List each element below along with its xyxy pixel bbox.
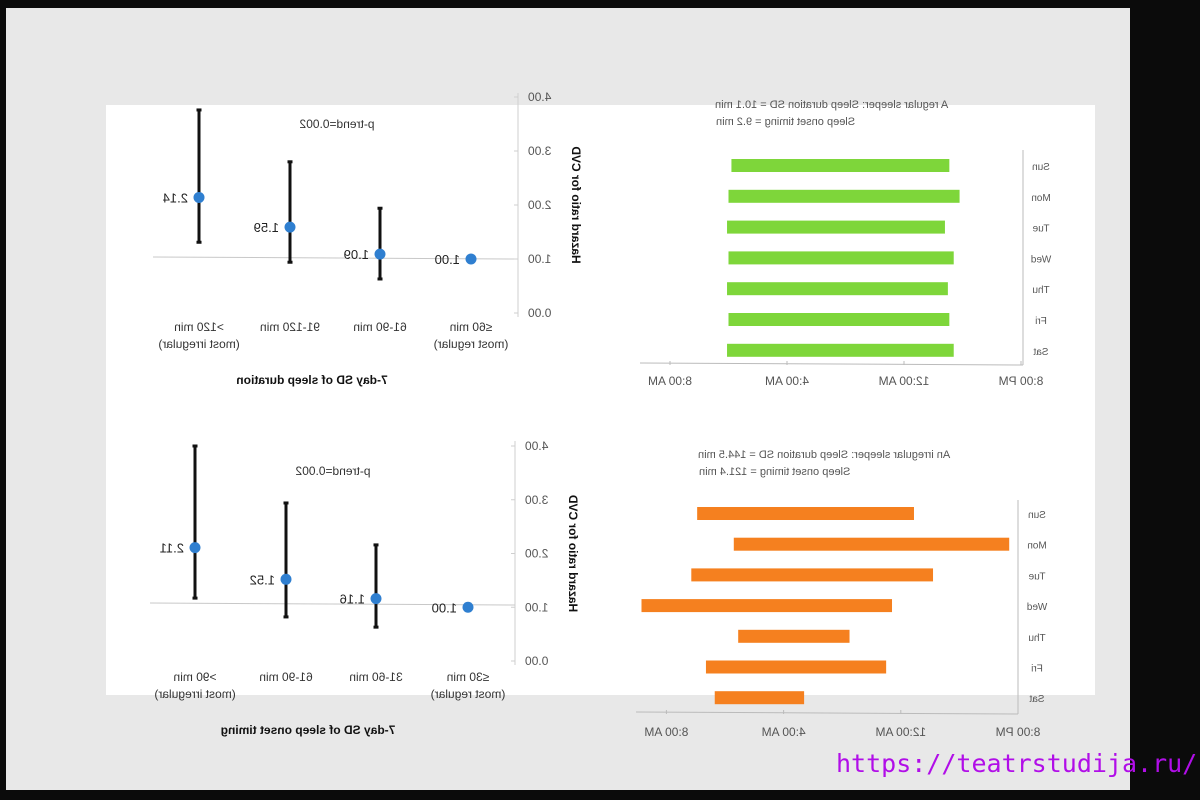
day-label: Thu [1032, 285, 1049, 296]
y-axis-title: Hazard ratio for CVD [569, 146, 583, 264]
y-tick-label: 1.00 [525, 600, 549, 614]
sleep-bar-mon [733, 537, 1010, 551]
y-tick-label: 2.00 [528, 198, 552, 212]
p-trend-annotation: p-trend=0.002 [295, 464, 370, 478]
white-panel [106, 105, 1095, 695]
hazard-ratio-label: 1.16 [340, 592, 365, 607]
x-axis-title: 7-day SD of sleep onset timing [221, 723, 396, 737]
category-label: ≤60 min [450, 320, 493, 334]
category-label: 61-90 min [259, 670, 312, 684]
y-tick-label: 3.00 [525, 493, 549, 507]
sleep-bar-thu [738, 629, 850, 643]
hazard-ratio-label: 1.52 [250, 572, 275, 587]
x-tick-label: 8:00 PM [996, 725, 1041, 739]
sleep-bar-sun [731, 159, 950, 172]
day-label: Sun [1028, 510, 1046, 521]
hazard-ratio-point [193, 191, 205, 203]
y-axis-title: Hazard ratio for CVD [566, 494, 580, 612]
sleep-bar-mon [728, 189, 960, 203]
x-axis-line [635, 711, 1019, 715]
y-tick-label: 2.00 [525, 547, 549, 561]
hazard-ratio-label: 2.11 [160, 541, 184, 556]
chart-title: A regular sleeper: Sleep duration SD = 1… [715, 99, 948, 111]
x-tick-label: 8:00 AM [644, 725, 688, 739]
y-tick-label: 0.00 [528, 306, 552, 320]
day-label: Wed [1031, 254, 1051, 265]
x-tick-label: 8:00 PM [999, 374, 1044, 388]
x-tick-label: 4:00 AM [765, 374, 809, 388]
sleep-bar-tue [727, 220, 945, 234]
day-label: Sat [1029, 694, 1044, 705]
chart-title: An irregular sleeper: Sleep duration SD … [698, 449, 950, 461]
mirrored-figure: 0.00 1.00 2.00 3.00 4.00 Hazard ratio for CVD… [149, 90, 1051, 739]
day-label: Wed [1027, 602, 1047, 613]
sleep-bar-tue [691, 568, 934, 582]
x-tick-label: 8:00 AM [648, 374, 692, 388]
forest-plot-0: 0.00 1.00 2.00 3.00 4.00 Hazard ratio for CVD… [152, 90, 583, 387]
hazard-ratio-point [374, 248, 386, 260]
x-axis-line [639, 362, 1024, 366]
sleep-bar-sun [697, 507, 914, 520]
forest-plot-1: 0.00 1.00 2.00 3.00 4.00 Hazard ratio for CVD… [149, 439, 580, 737]
watermark-url: https://teatrstudija.ru/ [836, 749, 1198, 778]
hazard-ratio-label: 1.09 [344, 247, 369, 262]
y-tick-label: 3.00 [528, 144, 552, 158]
category-label: 31-60 min [349, 670, 402, 684]
category-sublabel: (most regular) [434, 337, 509, 351]
hazard-ratio-label: 1.00 [435, 252, 460, 267]
day-label: Fri [1031, 664, 1043, 675]
y-tick-label: 4.00 [525, 439, 549, 453]
day-label: Mon [1031, 193, 1050, 204]
hazard-ratio-point [280, 573, 292, 585]
chart-subtitle: Sleep onset timing = 121.4 min [699, 466, 850, 478]
sleep-bar-fri [728, 313, 950, 326]
y-tick-label: 1.00 [528, 252, 552, 266]
category-label: >120 min [174, 320, 224, 334]
hazard-ratio-point [370, 593, 382, 605]
category-label: 91-120 min [260, 320, 320, 334]
sleep-bar-thu [727, 282, 948, 296]
category-sublabel: (most regular) [431, 687, 506, 701]
day-label: Thu [1028, 633, 1045, 644]
reference-line [149, 602, 516, 606]
p-trend-annotation: p-trend=0.002 [299, 117, 374, 131]
hazard-ratio-point [465, 253, 477, 265]
x-axis-title: 7-day SD of sleep duration [236, 373, 387, 387]
sleep-bar-fri [705, 660, 887, 674]
hazard-ratio-point [284, 221, 296, 233]
sleep-bar-sat [714, 691, 805, 705]
chart-subtitle: Sleep onset timing = 9.2 min [716, 116, 855, 128]
sleep-chart-1: 8:00 PM 12:00 AM 4:00 AM 8:00 AM Sun Mon Tue We… [635, 449, 1047, 739]
day-label: Fri [1035, 316, 1047, 327]
day-label: Tue [1032, 224, 1049, 235]
category-label: 61-90 min [353, 320, 406, 334]
hazard-ratio-point [462, 601, 474, 613]
hazard-ratio-label: 2.14 [163, 190, 188, 205]
hazard-ratio-point [189, 542, 201, 554]
day-label: Sat [1033, 347, 1048, 358]
category-sublabel: (most irregular) [158, 337, 239, 351]
day-label: Mon [1027, 541, 1046, 552]
sleep-chart-0: 8:00 PM 12:00 AM 4:00 AM 8:00 AM Sun Mon Tue We… [639, 99, 1051, 388]
sleep-bar-wed [641, 599, 893, 613]
category-label: >90 min [173, 670, 216, 684]
x-tick-label: 12:00 AM [879, 374, 930, 388]
y-tick-label: 0.00 [525, 654, 549, 668]
category-label: ≤30 min [447, 670, 490, 684]
y-tick-label: 4.00 [528, 90, 552, 104]
day-label: Tue [1028, 571, 1045, 582]
sleep-bar-sat [727, 343, 954, 357]
x-tick-label: 12:00 AM [875, 725, 926, 739]
hazard-ratio-label: 1.00 [432, 600, 457, 615]
category-sublabel: (most irregular) [154, 687, 235, 701]
sleep-bar-wed [728, 251, 954, 265]
day-label: Sun [1032, 162, 1050, 173]
reference-line [152, 256, 519, 260]
hazard-ratio-label: 1.59 [254, 220, 279, 235]
x-tick-label: 4:00 AM [762, 725, 806, 739]
